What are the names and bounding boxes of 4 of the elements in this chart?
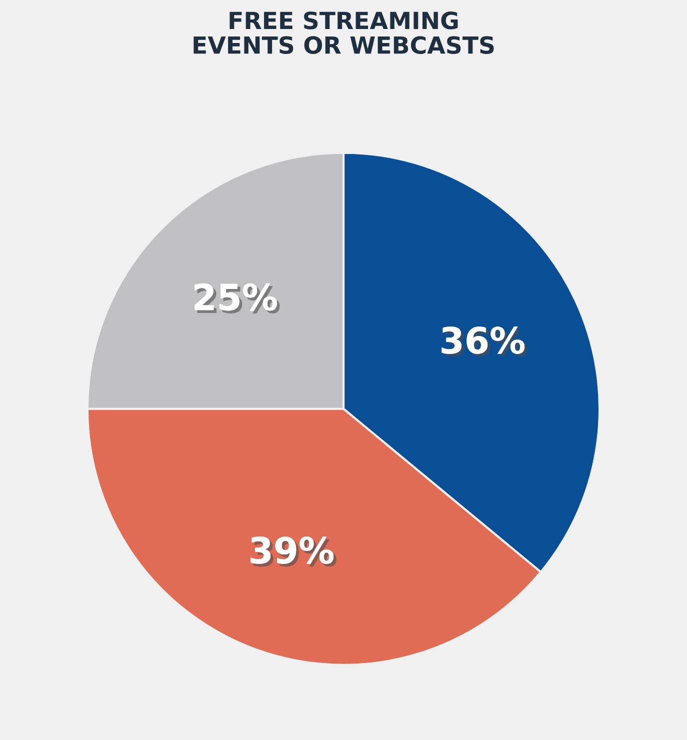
chart-title: FREE STREAMING EVENTS OR WEBCASTS (194, 12, 494, 54)
data-label: 25% (194, 283, 280, 314)
data-label: 39% (250, 536, 336, 567)
data-label: 36% (442, 326, 528, 357)
